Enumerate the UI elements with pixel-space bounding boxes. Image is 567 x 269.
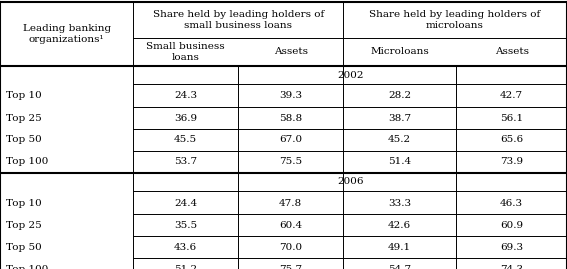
Text: 49.1: 49.1 — [388, 242, 411, 252]
Text: Top 50: Top 50 — [6, 136, 41, 144]
Text: 60.9: 60.9 — [500, 221, 523, 229]
Text: Small business
loans: Small business loans — [146, 42, 225, 62]
Text: 74.3: 74.3 — [500, 264, 523, 269]
Text: Leading banking
organizations¹: Leading banking organizations¹ — [23, 24, 111, 44]
Text: 73.9: 73.9 — [500, 158, 523, 167]
Text: 75.7: 75.7 — [279, 264, 302, 269]
Text: Top 100: Top 100 — [6, 158, 48, 167]
Text: Microloans: Microloans — [370, 48, 429, 56]
Text: 54.7: 54.7 — [388, 264, 411, 269]
Text: Top 100: Top 100 — [6, 264, 48, 269]
Text: Assets: Assets — [274, 48, 307, 56]
Text: 38.7: 38.7 — [388, 114, 411, 122]
Text: Assets: Assets — [495, 48, 528, 56]
Text: 24.4: 24.4 — [174, 199, 197, 207]
Text: 75.5: 75.5 — [279, 158, 302, 167]
Text: Share held by leading holders of
microloans: Share held by leading holders of microlo… — [369, 10, 541, 30]
Text: 69.3: 69.3 — [500, 242, 523, 252]
Text: Top 10: Top 10 — [6, 91, 41, 101]
Text: 47.8: 47.8 — [279, 199, 302, 207]
Text: 53.7: 53.7 — [174, 158, 197, 167]
Text: 51.2: 51.2 — [174, 264, 197, 269]
Text: 45.2: 45.2 — [388, 136, 411, 144]
Text: Top 25: Top 25 — [6, 221, 41, 229]
Text: 58.8: 58.8 — [279, 114, 302, 122]
Text: 46.3: 46.3 — [500, 199, 523, 207]
Text: 2006: 2006 — [337, 178, 363, 186]
Text: Top 50: Top 50 — [6, 242, 41, 252]
Text: 45.5: 45.5 — [174, 136, 197, 144]
Text: 33.3: 33.3 — [388, 199, 411, 207]
Text: 35.5: 35.5 — [174, 221, 197, 229]
Text: Top 25: Top 25 — [6, 114, 41, 122]
Text: 56.1: 56.1 — [500, 114, 523, 122]
Text: 65.6: 65.6 — [500, 136, 523, 144]
Text: Share held by leading holders of
small business loans: Share held by leading holders of small b… — [153, 10, 324, 30]
Text: 67.0: 67.0 — [279, 136, 302, 144]
Text: 42.6: 42.6 — [388, 221, 411, 229]
Text: 60.4: 60.4 — [279, 221, 302, 229]
Text: 2002: 2002 — [337, 70, 363, 80]
Text: 39.3: 39.3 — [279, 91, 302, 101]
Text: 28.2: 28.2 — [388, 91, 411, 101]
Text: 42.7: 42.7 — [500, 91, 523, 101]
Text: 43.6: 43.6 — [174, 242, 197, 252]
Text: 36.9: 36.9 — [174, 114, 197, 122]
Text: 51.4: 51.4 — [388, 158, 411, 167]
Text: 70.0: 70.0 — [279, 242, 302, 252]
Text: 24.3: 24.3 — [174, 91, 197, 101]
Text: Top 10: Top 10 — [6, 199, 41, 207]
